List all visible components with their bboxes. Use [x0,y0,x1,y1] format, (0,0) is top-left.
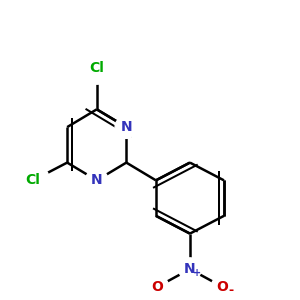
Circle shape [179,258,201,280]
Text: Cl: Cl [26,173,40,188]
Circle shape [211,276,234,298]
Circle shape [85,169,108,192]
Text: O: O [217,280,228,294]
Circle shape [146,276,169,298]
Circle shape [115,116,138,138]
Text: +: + [193,268,201,278]
Text: N: N [91,173,103,188]
Text: O: O [152,280,163,294]
Text: -: - [229,284,234,297]
Text: Cl: Cl [89,61,104,75]
Circle shape [80,52,113,84]
Text: N: N [121,120,132,134]
Circle shape [17,164,50,197]
Text: N: N [184,262,196,276]
